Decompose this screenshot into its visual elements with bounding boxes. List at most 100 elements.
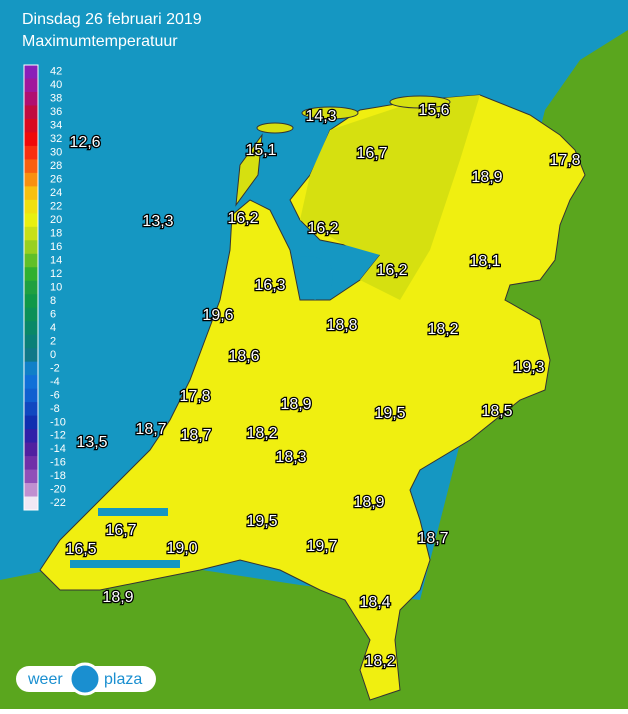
temperature-label: 18,2 — [246, 425, 277, 442]
legend-swatch — [24, 429, 38, 444]
temperature-label: 18,9 — [471, 169, 502, 186]
temperature-label: 19,6 — [202, 307, 233, 324]
logo: weer plaza — [16, 662, 156, 696]
legend-swatch — [24, 240, 38, 255]
temperature-label: 18,9 — [102, 589, 133, 606]
legend-label: 6 — [50, 308, 56, 320]
legend-label: -2 — [50, 362, 60, 374]
legend-label: 34 — [50, 120, 62, 132]
temperature-label: 18,2 — [427, 321, 458, 338]
legend-label: 10 — [50, 281, 62, 293]
legend-swatch — [24, 469, 38, 484]
temperature-label: 16,7 — [356, 145, 387, 162]
legend-swatch — [24, 402, 38, 417]
legend-swatch — [24, 294, 38, 309]
legend-swatch — [24, 253, 38, 268]
temperature-label: 18,7 — [135, 421, 166, 438]
legend-label: -18 — [50, 470, 66, 482]
temperature-label: 16,2 — [376, 262, 407, 279]
temperature-label: 14,3 — [305, 108, 336, 125]
legend-swatch — [24, 348, 38, 363]
legend-label: 26 — [50, 174, 62, 186]
legend-swatch — [24, 334, 38, 349]
temperature-label: 18,9 — [353, 494, 384, 511]
legend-label: 0 — [50, 349, 56, 361]
island — [235, 133, 263, 207]
legend-swatch — [24, 159, 38, 174]
legend-swatch — [24, 186, 38, 201]
temperature-label: 18,5 — [481, 403, 512, 420]
estuary — [70, 560, 180, 568]
temperature-label: 17,8 — [549, 152, 580, 169]
legend-label: 24 — [50, 187, 62, 199]
temperature-label: 18,9 — [280, 396, 311, 413]
temperature-label: 13,3 — [142, 213, 173, 230]
legend-swatch — [24, 442, 38, 457]
temperature-label: 18,6 — [228, 348, 259, 365]
legend-label: 14 — [50, 254, 62, 266]
legend-label: 36 — [50, 106, 62, 118]
legend-label: 12 — [50, 268, 62, 280]
legend-label: 28 — [50, 160, 62, 172]
temperature-label: 12,6 — [69, 134, 100, 151]
lake — [295, 256, 333, 300]
island — [301, 106, 359, 120]
logo-left: weer — [27, 671, 63, 688]
legend-swatch — [24, 65, 38, 79]
temperature-label: 16,3 — [254, 277, 285, 294]
legend-swatch — [24, 78, 38, 93]
island — [256, 122, 294, 134]
temperature-label: 18,3 — [275, 449, 306, 466]
legend-label: -16 — [50, 457, 66, 469]
legend-swatch — [24, 213, 38, 228]
legend-label: -14 — [50, 443, 66, 455]
legend-label: 18 — [50, 227, 62, 239]
legend-swatch — [24, 91, 38, 106]
temperature-label: 18,4 — [359, 594, 390, 611]
legend-swatch — [24, 456, 38, 471]
legend-swatch — [24, 361, 38, 376]
temperature-label: 16,7 — [105, 522, 136, 539]
legend: 424038363432302826242220181614121086420-… — [23, 64, 66, 511]
legend-label: 20 — [50, 214, 62, 226]
temperature-label: 18,7 — [417, 530, 448, 547]
temperature-label: 15,1 — [245, 142, 276, 159]
temperature-label: 16,2 — [307, 220, 338, 237]
legend-swatch — [24, 267, 38, 282]
logo-icon — [68, 662, 102, 696]
legend-swatch — [24, 172, 38, 187]
legend-label: -6 — [50, 389, 60, 401]
temperature-label: 18,2 — [364, 653, 395, 670]
estuary — [98, 508, 168, 516]
legend-swatch — [24, 226, 38, 241]
legend-swatch — [24, 132, 38, 147]
legend-label: -22 — [50, 497, 66, 509]
temperature-label: 16,2 — [227, 210, 258, 227]
legend-label: 32 — [50, 133, 62, 145]
legend-label: 38 — [50, 93, 62, 105]
legend-swatch — [24, 496, 38, 511]
legend-frame — [23, 64, 39, 511]
cooler-zone — [300, 95, 480, 300]
legend-swatch — [24, 415, 38, 430]
temperature-label: 18,8 — [326, 317, 357, 334]
legend-label: -12 — [50, 430, 66, 442]
legend-swatch — [24, 280, 38, 295]
legend-label: 2 — [50, 335, 56, 347]
legend-swatch — [24, 199, 38, 214]
legend-label: -4 — [50, 376, 60, 388]
legend-swatch — [24, 105, 38, 120]
legend-swatch — [24, 307, 38, 322]
legend-label: 8 — [50, 295, 56, 307]
temperature-label: 19,5 — [246, 513, 277, 530]
legend-label: -10 — [50, 416, 66, 428]
legend-label: 40 — [50, 79, 62, 91]
temperature-label: 18,1 — [469, 253, 500, 270]
logo-right: plaza — [104, 671, 142, 688]
island — [389, 95, 451, 109]
legend-swatch — [24, 375, 38, 390]
netherlands — [39, 94, 586, 701]
legend-swatch — [24, 483, 38, 498]
neighbour-land — [0, 30, 628, 709]
